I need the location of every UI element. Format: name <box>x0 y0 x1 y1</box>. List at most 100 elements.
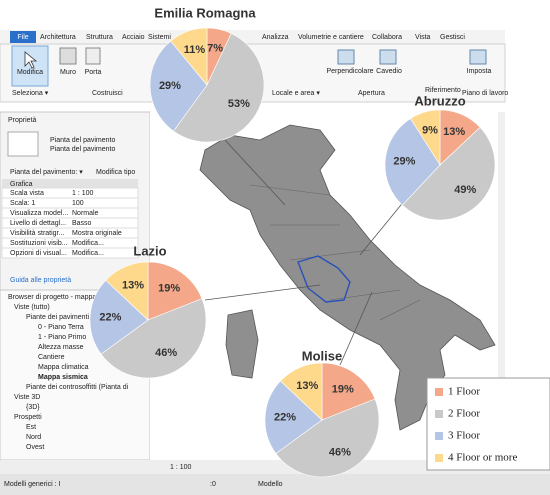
ribbon-group[interactable]: Locale e area ▾ <box>272 90 320 97</box>
tree-item[interactable]: Est <box>26 424 36 431</box>
tree-item[interactable]: Viste (tutto) <box>14 304 50 311</box>
ribbon-button[interactable]: Imposta <box>467 68 492 75</box>
pie-slice <box>275 398 380 478</box>
connector <box>359 199 406 256</box>
property-value[interactable]: Normale <box>72 210 99 217</box>
panel-title: Proprietà <box>8 117 37 124</box>
ribbon-button[interactable]: Cavedio <box>376 68 402 75</box>
view-bar <box>0 460 550 474</box>
tab[interactable]: Volumetrie e cantiere <box>298 34 364 41</box>
pie-title: Abruzzo <box>414 93 465 108</box>
ribbon-button[interactable]: Muro <box>60 69 76 76</box>
status-text[interactable]: Modello <box>258 481 283 488</box>
ribbon-button[interactable]: Perpendicolare <box>326 68 373 75</box>
tree-item[interactable]: {3D} <box>26 404 40 411</box>
pie-slice <box>173 33 265 143</box>
type-name: Pianta del pavimento <box>50 137 115 144</box>
property-name: Scala vista <box>10 190 44 197</box>
property-value[interactable]: Basso <box>72 220 92 227</box>
pie-title: Emilia Romagna <box>154 5 256 20</box>
property-name: Opzioni di visual... <box>10 250 67 257</box>
slice-label: 29% <box>393 156 415 168</box>
pie-slice <box>321 362 376 421</box>
ribbon-group: Piano di lavoro <box>462 90 508 97</box>
ribbon-group: Riferimento <box>425 87 461 94</box>
edit-type[interactable]: Modifica tipo <box>96 169 135 176</box>
property-name: Visibilità stratigr... <box>10 230 64 237</box>
perp-icon <box>337 49 355 65</box>
tab[interactable]: Sistemi <box>148 34 171 41</box>
ribbon-button[interactable]: Porta <box>85 69 102 76</box>
type-name: Pianta del pavimento <box>50 146 115 153</box>
pie-slice <box>410 109 441 167</box>
tab[interactable]: Struttura <box>86 34 113 41</box>
tab-bar <box>0 30 505 44</box>
tab[interactable]: File <box>17 34 28 41</box>
pie-slice <box>401 126 496 221</box>
type-icon <box>7 131 39 157</box>
set-icon <box>469 49 487 65</box>
slice-label: 22% <box>274 412 296 424</box>
tree-item[interactable]: 0 - Piano Terra <box>38 324 84 331</box>
sardinia <box>225 309 259 379</box>
pie-slice <box>100 298 207 379</box>
tab[interactable]: Acciaio <box>122 34 145 41</box>
scale-text[interactable]: 1 : 100 <box>170 464 192 471</box>
legend-label: 3 Floor <box>448 430 480 442</box>
legend-label: 4 Floor or more <box>448 452 517 464</box>
tree-item[interactable]: Mappa climatica <box>38 364 89 371</box>
ribbon-group[interactable]: Seleziona ▾ <box>12 90 49 97</box>
tab[interactable]: Vista <box>415 34 431 41</box>
property-name: Visualizza model... <box>10 210 68 217</box>
tree-item[interactable]: Viste 3D <box>14 394 40 401</box>
connector <box>339 291 373 366</box>
ribbon-group: Apertura <box>358 90 385 97</box>
tree-item[interactable]: Piante dei pavimenti <box>26 314 89 321</box>
tab[interactable]: Gestisci <box>440 34 465 41</box>
cursor-icon <box>24 51 38 69</box>
tab[interactable]: Architettura <box>40 34 76 41</box>
property-value[interactable]: Modifica... <box>72 240 104 247</box>
pie-slice <box>89 279 149 355</box>
tree-item[interactable]: Ovest <box>26 444 44 451</box>
property-name: Livello di dettagl... <box>10 220 66 227</box>
slice-label: 7% <box>207 43 223 55</box>
property-value[interactable]: 1 : 100 <box>72 190 94 197</box>
browser-title: Browser di progetto - mappa i... <box>8 294 106 301</box>
file-tab[interactable] <box>10 31 36 43</box>
tab[interactable]: Analizza <box>262 34 289 41</box>
property-value[interactable]: 100 <box>72 200 84 207</box>
tree-item[interactable]: Prospetti <box>14 414 42 421</box>
tree-item[interactable]: Cantiere <box>38 354 65 361</box>
slice-label: 13% <box>296 380 318 392</box>
status-text: :0 <box>210 481 216 488</box>
modify-button[interactable] <box>11 45 49 87</box>
property-name: Scala: 1 <box>10 200 35 207</box>
tab[interactable]: Collabora <box>372 34 402 41</box>
slice-label: 49% <box>454 184 476 196</box>
property-value[interactable]: Mostra originale <box>72 230 122 237</box>
instance-selector[interactable]: Pianta del pavimento: ▾ <box>10 169 83 176</box>
pie-slice <box>149 40 208 132</box>
italy-map <box>199 124 496 431</box>
pie-slice <box>105 261 149 321</box>
slice-label: 46% <box>155 347 177 359</box>
pie-slice <box>264 380 323 454</box>
group-header <box>2 179 138 188</box>
region-borders <box>249 184 421 321</box>
help-link[interactable]: Guida alle proprietà <box>10 277 71 284</box>
slice-label: 9% <box>422 125 438 137</box>
group-title: Grafica <box>10 181 33 188</box>
tree-item[interactable]: Mappa sismica <box>38 374 88 381</box>
ribbon-button[interactable]: Modifica <box>17 69 43 76</box>
status-text: Modelli generici : I <box>4 481 60 488</box>
shaft-icon <box>379 49 397 65</box>
scrollbar[interactable] <box>498 112 505 460</box>
slice-label: 22% <box>99 312 121 324</box>
tree-item[interactable]: Altezza masse <box>38 344 84 351</box>
tree-item[interactable]: 1 - Piano Primo <box>38 334 86 341</box>
property-value[interactable]: Modifica... <box>72 250 104 257</box>
tree-item[interactable]: Piante dei controsoffitti (Pianta di <box>26 384 129 391</box>
tree-item[interactable]: Nord <box>26 434 41 441</box>
